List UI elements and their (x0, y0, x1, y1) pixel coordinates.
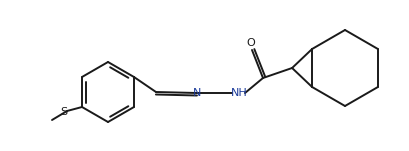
Text: NH: NH (230, 88, 247, 98)
Text: N: N (192, 88, 201, 98)
Text: O: O (246, 38, 255, 48)
Text: S: S (60, 107, 67, 117)
